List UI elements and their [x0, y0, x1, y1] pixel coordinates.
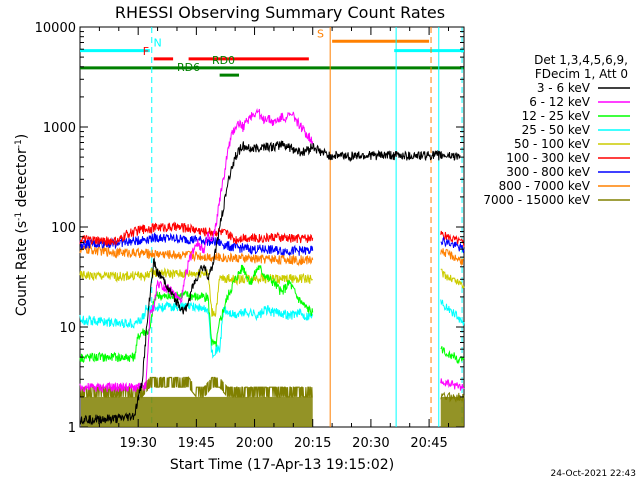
legend-header-line-1: Det 1,3,4,5,6,9,	[534, 53, 628, 67]
vertical-markers	[151, 27, 463, 427]
legend-entry-label: 3 - 6 keV	[537, 81, 591, 95]
x-tick-label: 20:45	[410, 436, 447, 451]
legend-entry-label: 50 - 100 keV	[514, 137, 591, 151]
y-axis-label-sup1: -1	[14, 212, 24, 221]
legend-entry-label: 800 - 7000 keV	[499, 179, 591, 193]
legend-entry-label: 300 - 800 keV	[506, 165, 590, 179]
y-axis-label-mid: detector	[14, 148, 30, 212]
y-axis-label-main: Count Rate (s	[14, 221, 30, 316]
y-axis-label-end: )	[14, 134, 30, 139]
timestamp: 24-Oct-2021 22:43	[551, 469, 636, 479]
series-line	[79, 221, 314, 246]
series-line	[79, 108, 314, 394]
series-line	[79, 243, 314, 267]
y-axis-label-sup2: -1	[14, 139, 24, 148]
x-tick-label: 20:30	[352, 436, 389, 451]
legend-entry-label: 100 - 300 keV	[506, 151, 590, 165]
post-gap-series-fill	[440, 396, 464, 427]
y-tick-label: 1	[68, 421, 76, 436]
plot-frame	[79, 26, 465, 428]
y-tick-label: 1000	[43, 121, 76, 136]
series-fill	[81, 396, 313, 427]
series-lines	[79, 108, 465, 427]
legend-header-line-2: FDecim 1, Att 0	[535, 67, 628, 81]
series-line	[79, 232, 314, 256]
y-tick-label: 100	[51, 221, 76, 236]
post-gap-series-line	[440, 230, 465, 248]
series-line	[79, 140, 461, 426]
legend-entry-label: 6 - 12 keV	[529, 95, 591, 109]
post-gap-series-line	[440, 378, 465, 391]
flag-bar-label: RD0	[212, 54, 235, 67]
y-tick-label: 10	[59, 321, 76, 336]
legend-entry-label: 12 - 25 keV	[522, 109, 591, 123]
y-tick-label: 10000	[35, 21, 76, 36]
flag-bar-label: S	[317, 27, 324, 40]
post-gap-series-line	[440, 299, 465, 326]
post-gap-series-line	[440, 268, 465, 289]
legend-entry-label: 25 - 50 keV	[522, 123, 591, 137]
legend-entry-label: 7000 - 15000 keV	[483, 193, 590, 207]
legend: Det 1,3,4,5,6,9, FDecim 1, Att 0 3 - 6 k…	[483, 53, 630, 207]
x-tick-label: 19:30	[119, 436, 156, 451]
flag-bar-label: F	[143, 45, 149, 58]
x-tick-label: 19:45	[178, 436, 215, 451]
x-tick-label: 20:15	[294, 436, 331, 451]
chart-title: RHESSI Observing Summary Count Rates	[115, 3, 445, 22]
post-gap-series-line	[440, 236, 465, 254]
flag-bars: N S F RD0 RD6	[80, 27, 464, 77]
x-axis-label: Start Time (17-Apr-13 19:15:02)	[170, 457, 394, 473]
post-gap-series-line	[440, 248, 465, 267]
axes: 1 10 100 1000 10000 19:30 19:45 20:00 20:15 20:30…	[35, 21, 464, 451]
flag-bar-label: RD6	[177, 61, 200, 74]
y-axis-label: Count Rate (s-1 detector-1)	[14, 134, 30, 316]
series-line	[79, 301, 314, 359]
series-line	[79, 264, 314, 364]
plot-area	[79, 26, 465, 428]
flag-bar-label: N	[153, 37, 161, 50]
x-tick-label: 20:00	[236, 436, 273, 451]
